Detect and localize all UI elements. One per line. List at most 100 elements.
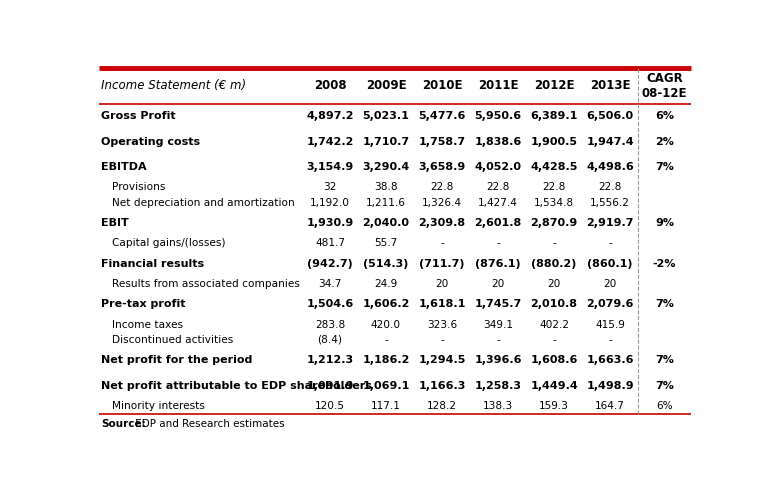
- Text: 1,606.2: 1,606.2: [362, 299, 410, 309]
- Text: 22.8: 22.8: [542, 182, 566, 192]
- Text: Source:: Source:: [102, 419, 146, 429]
- Text: 283.8: 283.8: [315, 320, 345, 329]
- Text: 402.2: 402.2: [539, 320, 569, 329]
- Text: 1,534.8: 1,534.8: [534, 198, 574, 207]
- Text: 1,186.2: 1,186.2: [362, 355, 410, 366]
- Text: 1,947.4: 1,947.4: [586, 137, 634, 146]
- Text: 138.3: 138.3: [483, 401, 513, 411]
- Text: 20: 20: [604, 279, 617, 289]
- Text: 24.9: 24.9: [375, 279, 398, 289]
- Text: Net depreciation and amortization: Net depreciation and amortization: [112, 198, 295, 207]
- Text: EBIT: EBIT: [102, 218, 129, 228]
- Text: Provisions: Provisions: [112, 182, 165, 192]
- Text: (711.7): (711.7): [419, 259, 464, 268]
- Text: 4,052.0: 4,052.0: [474, 162, 521, 172]
- Text: 3,658.9: 3,658.9: [418, 162, 466, 172]
- Text: 2,079.6: 2,079.6: [587, 299, 634, 309]
- Text: 2010E: 2010E: [421, 80, 462, 92]
- Text: 128.2: 128.2: [427, 401, 457, 411]
- Text: Net profit attributable to EDP shareholders: Net profit attributable to EDP sharehold…: [102, 381, 372, 390]
- Text: 1,758.7: 1,758.7: [418, 137, 465, 146]
- Text: Net profit for the period: Net profit for the period: [102, 355, 253, 366]
- Text: 4,498.6: 4,498.6: [586, 162, 634, 172]
- Text: Discontinued activities: Discontinued activities: [112, 335, 234, 345]
- Text: 1,427.4: 1,427.4: [478, 198, 518, 207]
- Text: Income taxes: Income taxes: [112, 320, 183, 329]
- Text: 22.8: 22.8: [486, 182, 510, 192]
- Text: 4,897.2: 4,897.2: [306, 111, 354, 122]
- Text: Minority interests: Minority interests: [112, 401, 205, 411]
- Text: 2%: 2%: [655, 137, 674, 146]
- Text: 1,504.6: 1,504.6: [306, 299, 354, 309]
- Text: (514.3): (514.3): [363, 259, 408, 268]
- Text: 6,389.1: 6,389.1: [531, 111, 578, 122]
- Text: 1,498.9: 1,498.9: [586, 381, 634, 390]
- Text: 481.7: 481.7: [315, 238, 345, 248]
- Text: 1,745.7: 1,745.7: [474, 299, 521, 309]
- Text: 6,506.0: 6,506.0: [587, 111, 634, 122]
- Text: (860.1): (860.1): [588, 259, 633, 268]
- Text: 2012E: 2012E: [534, 80, 574, 92]
- Text: 3,154.9: 3,154.9: [306, 162, 354, 172]
- Text: 1,663.6: 1,663.6: [586, 355, 634, 366]
- Text: CAGR
08-12E: CAGR 08-12E: [642, 72, 687, 100]
- Text: 3,290.4: 3,290.4: [362, 162, 410, 172]
- Text: 7%: 7%: [655, 162, 674, 172]
- Text: 1,326.4: 1,326.4: [422, 198, 462, 207]
- Text: Pre-tax profit: Pre-tax profit: [102, 299, 186, 309]
- Text: 2,040.0: 2,040.0: [362, 218, 409, 228]
- Text: 20: 20: [435, 279, 448, 289]
- Text: -: -: [608, 238, 612, 248]
- Text: 5,477.6: 5,477.6: [418, 111, 466, 122]
- Text: 5,950.6: 5,950.6: [474, 111, 521, 122]
- Text: 117.1: 117.1: [371, 401, 401, 411]
- Text: 2013E: 2013E: [590, 80, 631, 92]
- Text: (8.4): (8.4): [318, 335, 342, 345]
- Text: Income Statement (€ m): Income Statement (€ m): [102, 80, 247, 92]
- Text: 120.5: 120.5: [315, 401, 345, 411]
- Text: 1,166.3: 1,166.3: [418, 381, 466, 390]
- Text: 32: 32: [323, 182, 337, 192]
- Text: 2008: 2008: [314, 80, 346, 92]
- Text: 2009E: 2009E: [366, 80, 406, 92]
- Text: (880.2): (880.2): [531, 259, 577, 268]
- Text: 7%: 7%: [655, 299, 674, 309]
- Text: -: -: [384, 335, 388, 345]
- Text: -: -: [440, 335, 444, 345]
- Text: 22.8: 22.8: [431, 182, 454, 192]
- Text: Operating costs: Operating costs: [102, 137, 201, 146]
- Text: -: -: [496, 335, 500, 345]
- Text: Financial results: Financial results: [102, 259, 205, 268]
- Text: 2,919.7: 2,919.7: [586, 218, 634, 228]
- Text: 164.7: 164.7: [595, 401, 625, 411]
- Text: 7%: 7%: [655, 381, 674, 390]
- Text: 1,211.6: 1,211.6: [366, 198, 406, 207]
- Text: 1,069.1: 1,069.1: [362, 381, 410, 390]
- Text: 1,930.9: 1,930.9: [306, 218, 354, 228]
- Text: 1,294.5: 1,294.5: [418, 355, 466, 366]
- Text: EDP and Research estimates: EDP and Research estimates: [132, 419, 285, 429]
- Text: 1,742.2: 1,742.2: [306, 137, 354, 146]
- Text: -: -: [552, 238, 556, 248]
- Text: 4,428.5: 4,428.5: [531, 162, 578, 172]
- Text: EBITDA: EBITDA: [102, 162, 147, 172]
- Text: 1,900.5: 1,900.5: [531, 137, 578, 146]
- Text: 1,608.6: 1,608.6: [531, 355, 578, 366]
- Text: 1,556.2: 1,556.2: [590, 198, 630, 207]
- Text: 415.9: 415.9: [595, 320, 625, 329]
- Text: 5,023.1: 5,023.1: [362, 111, 409, 122]
- Text: 6%: 6%: [656, 401, 673, 411]
- Text: 22.8: 22.8: [598, 182, 622, 192]
- Text: Capital gains/(losses): Capital gains/(losses): [112, 238, 226, 248]
- Text: 323.6: 323.6: [427, 320, 457, 329]
- Text: (876.1): (876.1): [475, 259, 521, 268]
- Text: 1,091.9: 1,091.9: [306, 381, 354, 390]
- Text: 2,601.8: 2,601.8: [474, 218, 521, 228]
- Text: -: -: [496, 238, 500, 248]
- Text: 1,710.7: 1,710.7: [362, 137, 410, 146]
- Text: 9%: 9%: [655, 218, 674, 228]
- Text: 55.7: 55.7: [375, 238, 398, 248]
- Text: 349.1: 349.1: [483, 320, 513, 329]
- Text: 34.7: 34.7: [318, 279, 341, 289]
- Text: 1,258.3: 1,258.3: [474, 381, 521, 390]
